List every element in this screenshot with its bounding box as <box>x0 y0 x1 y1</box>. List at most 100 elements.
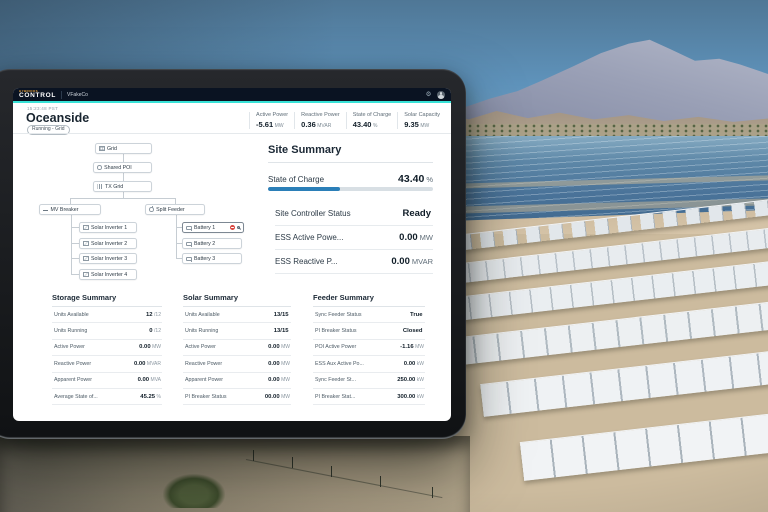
node-grid[interactable]: Grid <box>95 143 152 154</box>
fence-post <box>380 476 382 487</box>
fence-post <box>253 450 255 461</box>
node-tx-grid[interactable]: TX Grid <box>93 181 152 192</box>
storage-summary-title: Storage Summary <box>52 293 162 307</box>
battery-icon <box>186 257 192 262</box>
storage-summary-table: Storage Summary Units Available 12/12 Un… <box>52 293 162 406</box>
state-of-charge-row: State of Charge 43.40% <box>268 173 433 185</box>
table-row: Units Running 13/15 <box>183 323 291 340</box>
nav-divider <box>61 90 63 99</box>
connector <box>70 198 71 204</box>
teal-accent-bar <box>13 101 451 103</box>
table-row: Apparent Power 0.00 MVA <box>52 373 162 389</box>
desert-bush <box>163 474 225 508</box>
brand-hybridos: HYBRIDOS <box>19 88 39 93</box>
feeder-summary-title: Feeder Summary <box>313 293 425 307</box>
connector-bus <box>70 198 176 199</box>
connector <box>71 243 79 244</box>
metric-solar-capacity: Solar Capacity 9.35 MW <box>397 112 446 129</box>
gear-icon[interactable] <box>425 91 432 98</box>
alarm-icon <box>230 225 236 230</box>
metric-state-of-charge: State of Charge 43.40% <box>345 112 398 129</box>
header-divider <box>13 133 451 134</box>
battery-icon <box>186 242 192 247</box>
table-row: ESS Aux Active Po... 0.00 kW <box>313 356 425 373</box>
inverter-icon <box>83 224 89 231</box>
company-name: VFakeCo <box>67 91 88 98</box>
table-row: Units Available 12/12 <box>52 307 162 324</box>
tablet-device: HYBRIDOS CONTROL VFakeCo 15:23:48 PST Oc… <box>0 69 466 439</box>
inverter-icon <box>83 255 89 262</box>
node-battery-3[interactable]: Battery 3 <box>182 253 242 264</box>
soc-progress-fill <box>268 187 340 191</box>
node-battery-1[interactable]: Battery 1 <box>182 222 244 233</box>
table-row: Units Running 0/12 <box>52 323 162 340</box>
table-row: Sync Feeder Status True <box>313 307 425 324</box>
table-row: Units Available 13/15 <box>183 307 291 324</box>
top-nav-bar: HYBRIDOS CONTROL VFakeCo <box>13 88 451 101</box>
connector <box>123 173 124 181</box>
grid-icon <box>99 145 105 152</box>
foreground-sand <box>0 436 470 512</box>
soc-progress-bar <box>268 187 433 191</box>
fence-post <box>432 487 434 498</box>
header-metrics: Active Power -5.61 MW Reactive Power 0.36… <box>249 112 446 129</box>
site-summary-rows: Site Controller Status Ready ESS Active … <box>275 202 433 274</box>
desert-scrub-strip <box>420 124 768 139</box>
battery-storage-yard <box>411 191 768 512</box>
table-row: Active Power 0.00 MW <box>52 340 162 357</box>
metric-active-power: Active Power -5.61 MW <box>249 112 294 129</box>
table-row: Active Power 0.00 MW <box>183 340 291 357</box>
site-summary-title: Site Summary <box>268 144 342 156</box>
app-screen: HYBRIDOS CONTROL VFakeCo 15:23:48 PST Oc… <box>13 88 451 421</box>
table-row: POI Active Power -1.16 MW <box>313 340 425 357</box>
site-title: Oceanside <box>26 111 90 125</box>
user-avatar[interactable] <box>437 90 445 99</box>
timestamp: 15:23:48 PST <box>27 105 59 111</box>
table-row: Reactive Power 0.00 MW <box>183 356 291 373</box>
node-mv-breaker[interactable]: MV Breaker <box>39 204 101 215</box>
node-split-feeder[interactable]: Split Feeder <box>145 204 205 215</box>
node-solar-inverter-2[interactable]: Solar Inverter 2 <box>79 238 137 249</box>
node-solar-inverter-1[interactable]: Solar Inverter 1 <box>79 222 137 233</box>
app-logo: HYBRIDOS CONTROL <box>19 88 57 100</box>
poi-icon <box>97 165 102 171</box>
status-badge: Running - Grid <box>27 125 70 135</box>
connector <box>175 198 176 204</box>
node-solar-inverter-3[interactable]: Solar Inverter 3 <box>79 253 137 264</box>
ess-reactive-power-row: ESS Reactive P... 0.00 MVAR <box>275 250 433 274</box>
inverter-icon <box>83 271 89 278</box>
maintenance-wrench-icon <box>236 225 240 230</box>
inverter-icon <box>83 240 89 247</box>
connector <box>71 274 79 275</box>
table-row: PI Breaker Status Closed <box>313 323 425 340</box>
connector <box>176 227 182 228</box>
site-controller-status-row: Site Controller Status Ready <box>275 202 433 226</box>
breaker-icon <box>43 210 48 212</box>
fence-post <box>331 466 333 477</box>
table-row: Apparent Power 0.00 MW <box>183 373 291 389</box>
node-battery-2[interactable]: Battery 2 <box>182 238 242 249</box>
connector <box>176 243 182 244</box>
connector <box>71 258 79 259</box>
divider <box>268 162 433 163</box>
metric-reactive-power: Reactive Power 0.36 MVAR <box>294 112 346 129</box>
ess-active-power-row: ESS Active Powe... 0.00 MW <box>275 226 433 250</box>
table-row: Average State of... 45.25% <box>52 389 162 406</box>
table-row: PI Breaker Stat... 300.00 kW <box>313 389 425 406</box>
table-row: Reactive Power 0.00 MVAR <box>52 356 162 373</box>
table-row: PI Breaker Status 00.00 MW <box>183 389 291 406</box>
connector-spine <box>176 215 177 258</box>
solar-summary-table: Solar Summary Units Available 13/15 Unit… <box>183 293 291 406</box>
table-row: Sync Feeder St... 250.00 kW <box>313 373 425 389</box>
connector <box>123 154 124 162</box>
solar-summary-title: Solar Summary <box>183 293 291 307</box>
brand-control: CONTROL <box>19 91 57 99</box>
feeder-summary-table: Feeder Summary Sync Feeder Status True P… <box>313 293 425 406</box>
node-shared-poi[interactable]: Shared POI <box>93 162 152 173</box>
node-solar-inverter-4[interactable]: Solar Inverter 4 <box>79 269 137 280</box>
connector-spine <box>71 215 72 274</box>
tx-grid-icon <box>97 184 103 190</box>
connector <box>71 227 79 228</box>
connector <box>123 192 124 199</box>
